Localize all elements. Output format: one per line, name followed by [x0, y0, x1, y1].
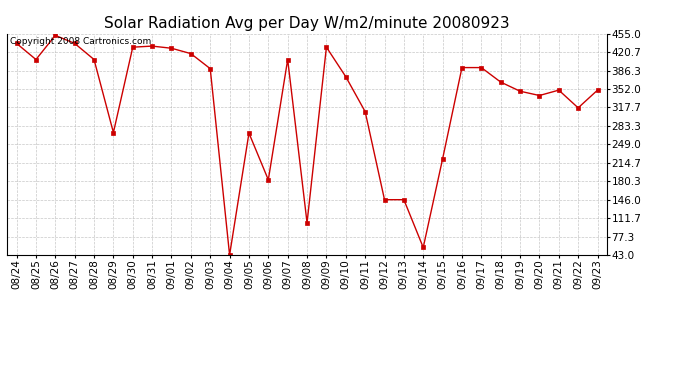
Text: Copyright 2008 Cartronics.com: Copyright 2008 Cartronics.com	[10, 37, 151, 46]
Title: Solar Radiation Avg per Day W/m2/minute 20080923: Solar Radiation Avg per Day W/m2/minute …	[104, 16, 510, 31]
